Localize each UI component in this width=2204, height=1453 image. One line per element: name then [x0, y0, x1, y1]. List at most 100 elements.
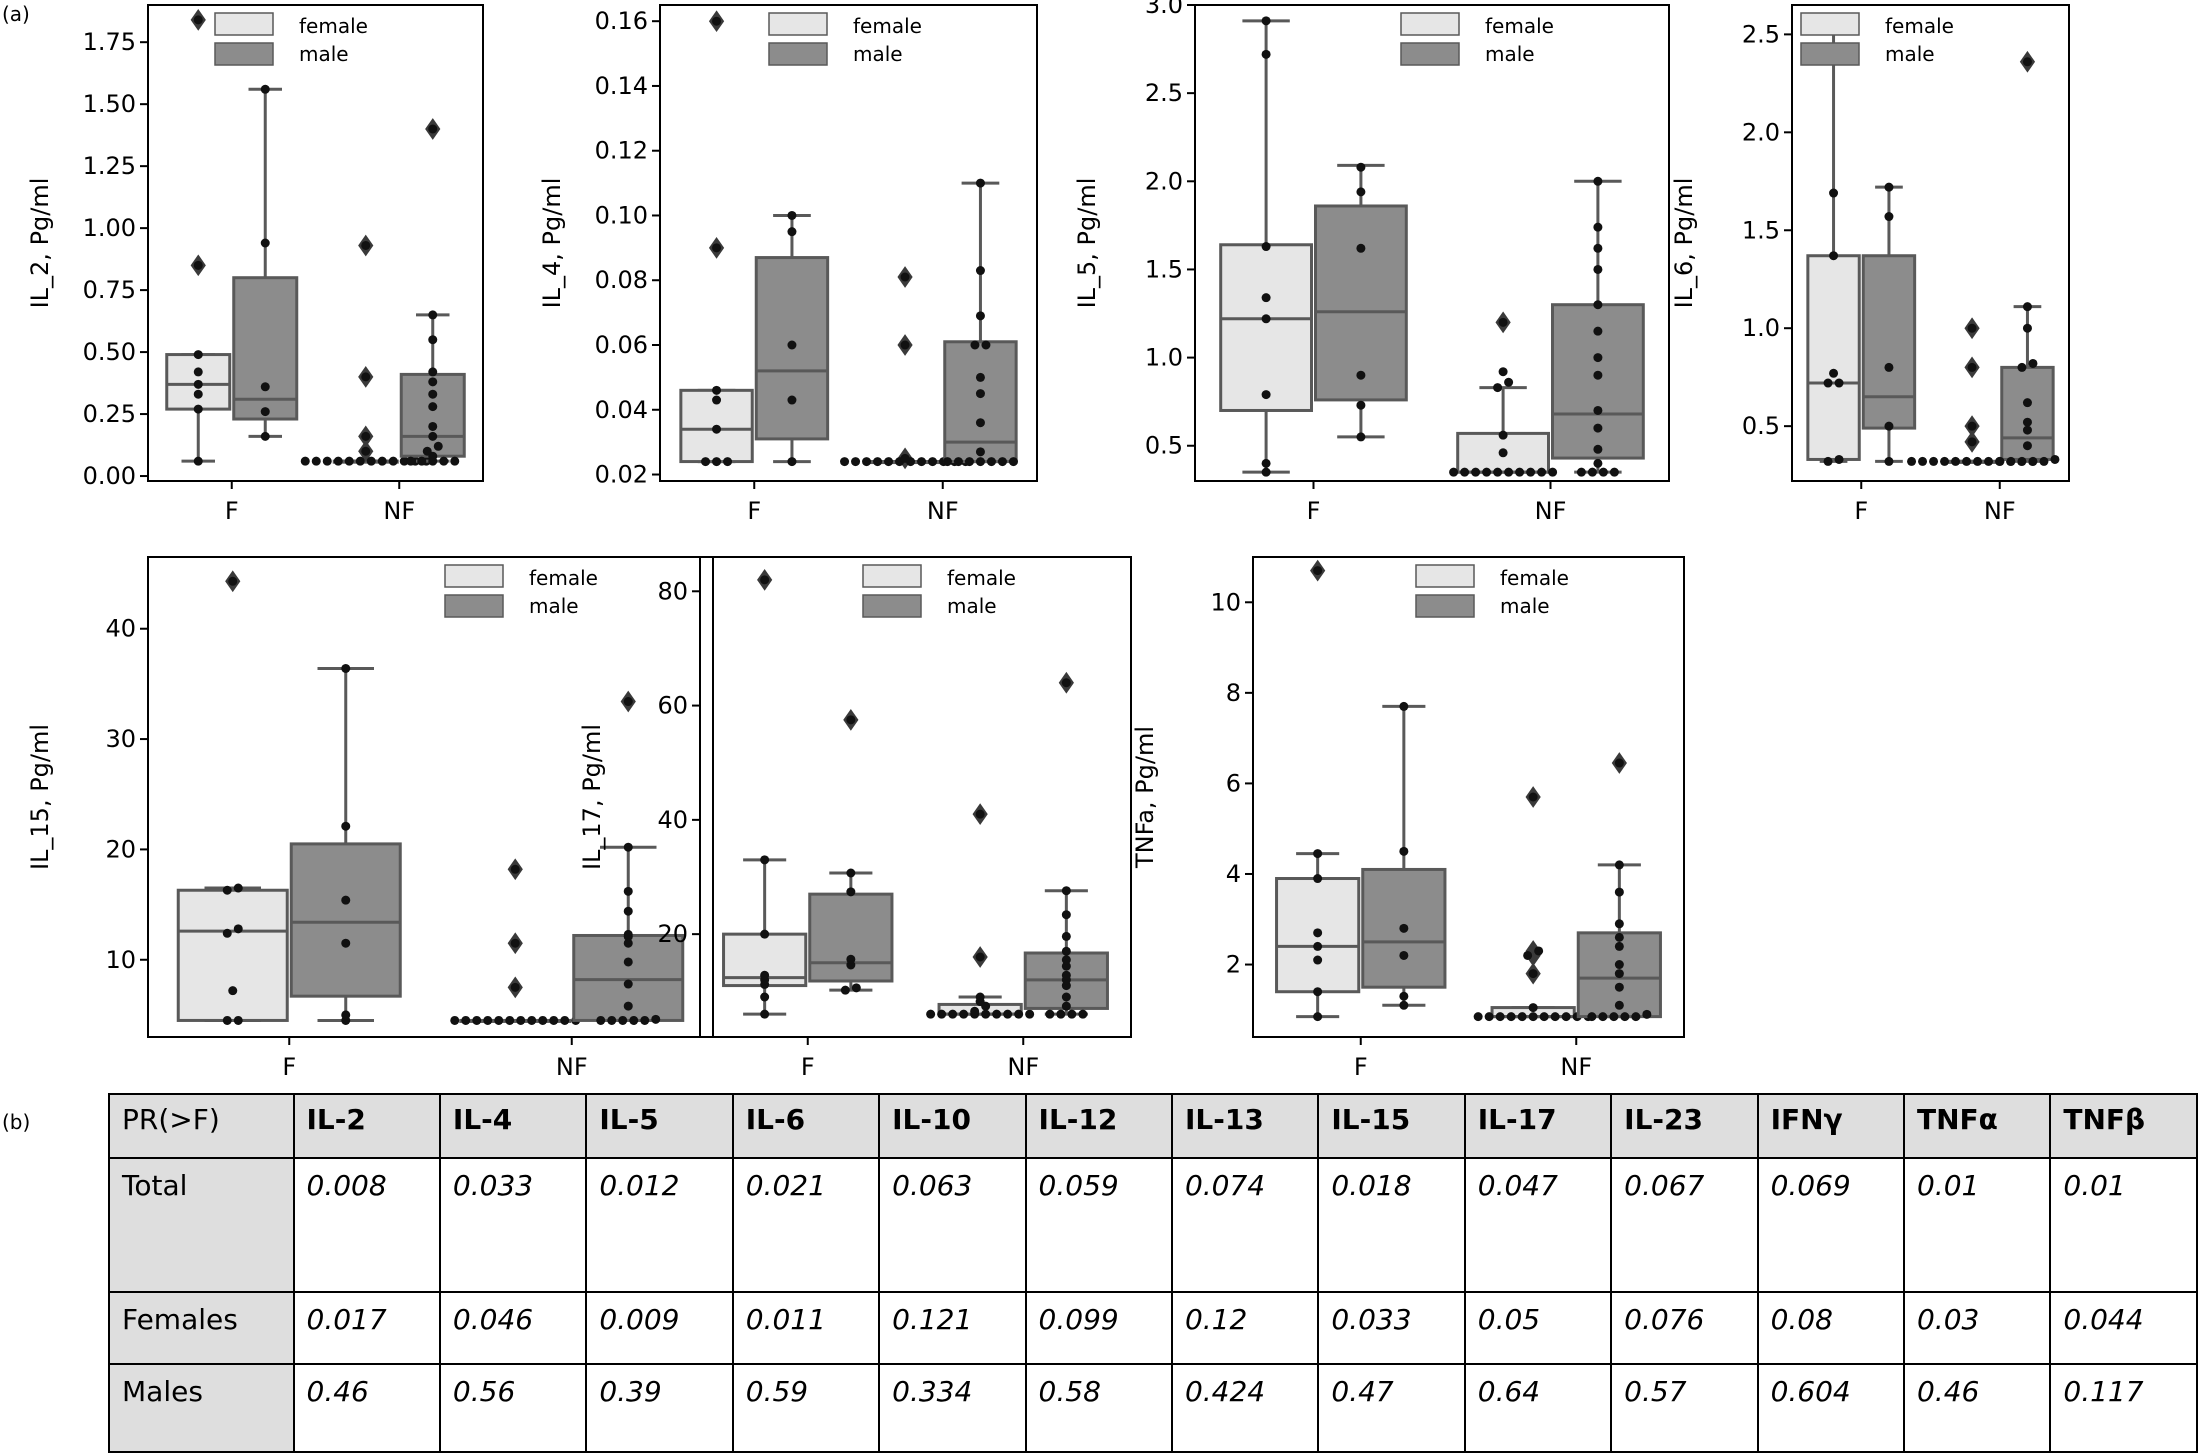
data-point — [1614, 941, 1624, 951]
data-point — [1061, 678, 1071, 688]
data-point — [1614, 982, 1624, 992]
table-body: Total 0.008 0.033 0.012 0.021 0.063 0.059 0.074… — [108, 1157, 2198, 1453]
data-point — [1313, 955, 1323, 965]
legend-swatch-male — [1400, 42, 1460, 66]
x-tick-label: NF — [927, 497, 959, 525]
table-cell: 0.56 — [438, 1363, 588, 1453]
data-point — [233, 883, 243, 893]
legend-label-female: female — [1485, 14, 1554, 38]
y-tick-label: 30 — [105, 725, 136, 753]
table-column-header: IL-15 — [1317, 1093, 1466, 1159]
plot-frame — [1194, 4, 1670, 482]
legend: female male — [768, 12, 922, 66]
data-point — [1399, 950, 1409, 960]
legend-label-male: male — [853, 42, 903, 66]
data-point — [975, 311, 985, 321]
table-cell: 0.046 — [438, 1291, 588, 1365]
legend-swatch-female — [768, 12, 828, 36]
data-point — [760, 992, 770, 1002]
table-cell: 0.47 — [1317, 1363, 1466, 1453]
box-male-F — [1861, 182, 1917, 466]
box-male-NF — [399, 118, 466, 466]
y-tick-label: 20 — [657, 920, 688, 948]
data-point — [623, 906, 633, 916]
table-cell: 0.59 — [731, 1363, 881, 1453]
legend-label-female: female — [529, 566, 598, 590]
data-point — [1528, 969, 1538, 979]
data-point — [1506, 1012, 1516, 1022]
legend-label-female: female — [1500, 566, 1569, 590]
data-point — [1261, 467, 1271, 477]
y-tick-label: 2.5 — [1145, 79, 1183, 107]
data-point — [1973, 456, 1983, 466]
data-point — [560, 1015, 570, 1025]
y-tick-label: 1.75 — [83, 28, 136, 56]
data-point — [1823, 456, 1833, 466]
data-point — [1061, 992, 1071, 1002]
data-point — [2022, 425, 2032, 435]
data-point — [1528, 792, 1538, 802]
table-cell: 0.05 — [1463, 1291, 1613, 1365]
data-point — [787, 210, 797, 220]
table-cell: 0.059 — [1024, 1157, 1173, 1293]
data-point — [1528, 1003, 1538, 1013]
data-point — [428, 367, 438, 377]
data-point — [1539, 1012, 1549, 1022]
y-tick-label: 0.25 — [83, 400, 136, 428]
data-point — [193, 456, 203, 466]
y-tick-label: 0.50 — [83, 338, 136, 366]
box-female-F — [679, 10, 754, 467]
data-point — [1061, 886, 1071, 896]
legend-swatch-female — [444, 564, 504, 588]
box-male-F — [808, 708, 894, 995]
data-point — [1498, 448, 1508, 458]
plot-frame — [1252, 556, 1685, 1038]
data-point — [1598, 467, 1608, 477]
data-point — [975, 372, 985, 382]
data-point — [723, 457, 733, 467]
legend-swatch-male — [768, 42, 828, 66]
y-tick-label: 0.14 — [595, 72, 648, 100]
data-point — [428, 310, 438, 320]
box-male-NF — [942, 178, 1018, 467]
table-cell: 0.39 — [585, 1363, 734, 1453]
table-cell: 0.46 — [1902, 1363, 2052, 1453]
data-point — [846, 954, 856, 964]
data-point — [222, 885, 232, 895]
data-point — [928, 457, 938, 467]
table-row-label: Total — [108, 1157, 295, 1293]
data-point — [1356, 162, 1366, 172]
data-point — [2028, 358, 2038, 368]
x-tick-label: NF — [1007, 1053, 1039, 1081]
x-tick-label: F — [225, 497, 239, 525]
legend: female male — [1400, 12, 1554, 66]
table-column-header: IL-17 — [1463, 1093, 1613, 1159]
y-axis-label: IL_15, Pg/ml — [26, 724, 54, 870]
legend-swatch-female — [1400, 12, 1460, 36]
data-point — [260, 431, 270, 441]
data-point — [1399, 923, 1409, 933]
y-tick-label: 40 — [105, 615, 136, 643]
plot-frame — [659, 4, 1038, 482]
box-male-F — [232, 84, 299, 441]
y-tick-label: 0.02 — [595, 461, 648, 489]
data-point — [1356, 432, 1366, 442]
data-point — [596, 1015, 606, 1025]
legend-label-male: male — [1485, 42, 1535, 66]
box-male-F — [1361, 701, 1447, 1010]
data-point — [483, 1015, 493, 1025]
data-point — [1593, 176, 1603, 186]
data-point — [1593, 423, 1603, 433]
anova-results-table: PR(>F) IL-2 IL-4 IL-5 IL-6 IL-10 IL-12 IL-13 IL… — [108, 1093, 2198, 1453]
legend-swatch-female — [1415, 564, 1475, 588]
table-row-label: Males — [108, 1363, 295, 1453]
data-point — [361, 431, 371, 441]
data-point — [1493, 467, 1503, 477]
data-point — [311, 456, 321, 466]
table-header-row: PR(>F) IL-2 IL-4 IL-5 IL-6 IL-10 IL-12 IL-13 IL… — [108, 1093, 2198, 1159]
y-tick-label: 0.04 — [595, 396, 648, 424]
data-point — [1495, 1012, 1505, 1022]
data-point — [623, 957, 633, 967]
data-point — [975, 992, 985, 1002]
data-point — [623, 886, 633, 896]
